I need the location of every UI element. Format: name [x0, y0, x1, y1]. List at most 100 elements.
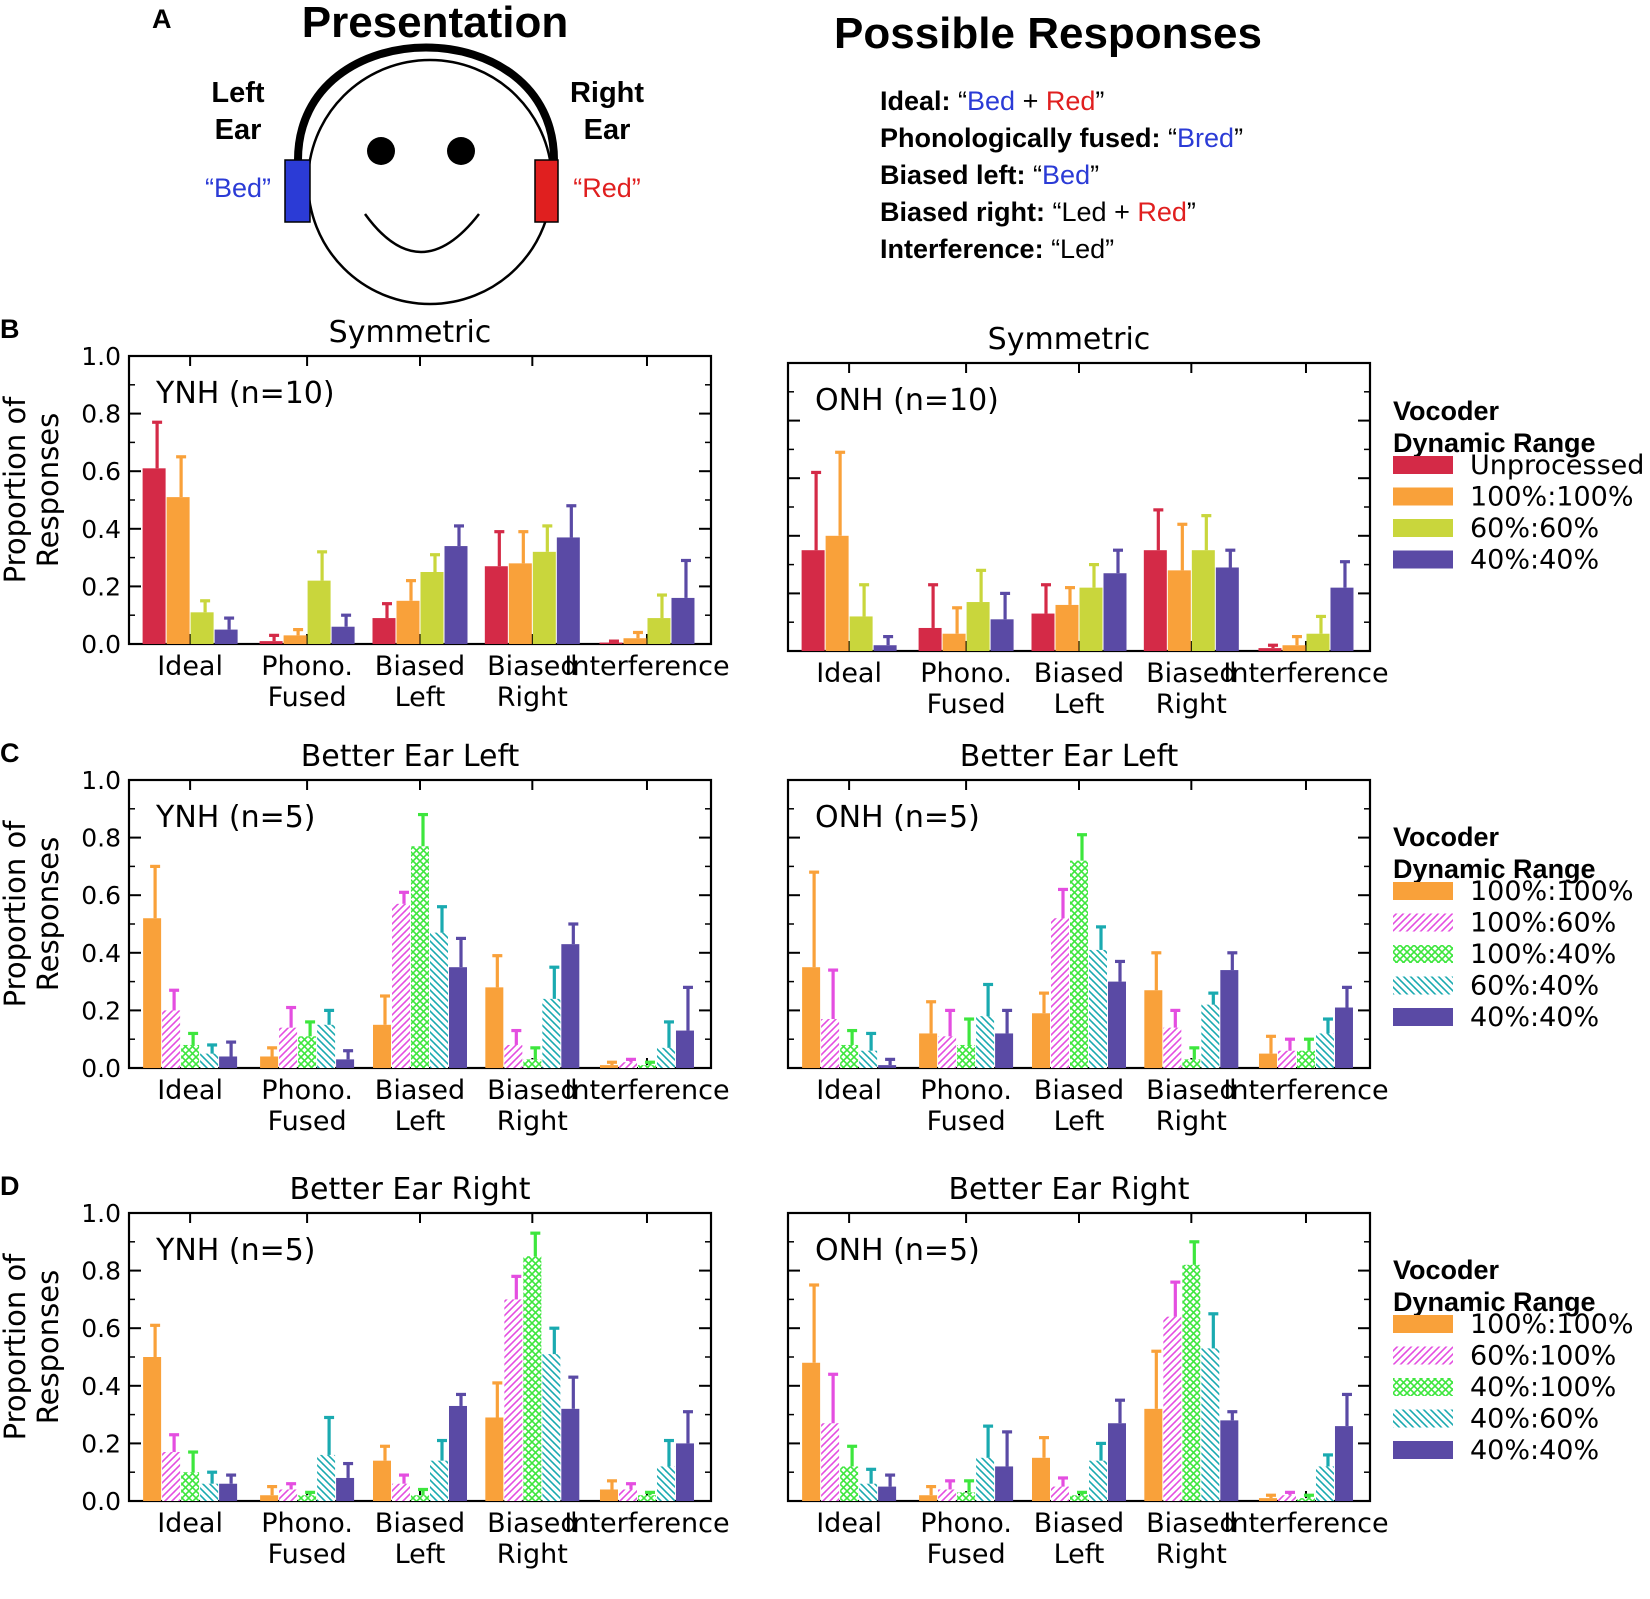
x-category-label: Ideal — [816, 1508, 882, 1539]
response-part: ” — [1234, 123, 1243, 153]
x-category-label: Interference — [1223, 1508, 1388, 1539]
bar-40%:40% — [561, 1408, 580, 1501]
bar-60%:100% — [162, 1452, 181, 1501]
bar-100%:60% — [1163, 1027, 1182, 1068]
bar-60%:100% — [392, 1483, 410, 1501]
bar-40%:40% — [1220, 1420, 1239, 1501]
legend-label: 100%:100% — [1470, 1309, 1633, 1340]
bar-100%:100% — [1144, 990, 1163, 1068]
bar-100%:100% — [623, 638, 647, 644]
bar-100%:100% — [1055, 604, 1079, 651]
bar-Unprocessed — [599, 642, 623, 644]
bar-40%:40% — [1103, 573, 1127, 651]
bar-40%:40% — [331, 626, 355, 644]
bar-40%:40% — [449, 967, 467, 1068]
x-category-label: Interference — [1223, 1075, 1388, 1106]
x-category-label: Fused — [927, 1539, 1006, 1570]
legend-swatch — [1393, 519, 1453, 537]
legend-swatch — [1393, 1315, 1453, 1333]
legend-label: 40%:40% — [1470, 1435, 1599, 1466]
bar-40%:40% — [1215, 567, 1239, 651]
bar-100%:100% — [143, 918, 162, 1068]
x-category-label: Ideal — [816, 1075, 882, 1106]
group-label: ONH (n=5) — [815, 1233, 980, 1268]
y-tick-label: 0.2 — [81, 572, 121, 601]
response-part: ” — [1095, 86, 1104, 116]
y-tick-label: 0.4 — [81, 515, 121, 544]
left-ear-line1: Left — [211, 77, 265, 109]
bar-100%:40% — [1182, 1059, 1201, 1068]
chart-b-onh: Symmetric ONH (n=10) Ideal Phono.Fused Biase… — [786, 322, 1389, 720]
y-axis-label-line: Proportion of — [0, 820, 32, 1008]
bar-60%:40% — [1089, 949, 1107, 1068]
bar-60%:100% — [821, 1423, 840, 1501]
bar-40%:40% — [1330, 587, 1354, 651]
bar-40%:100% — [637, 1495, 656, 1501]
bar-100%:100% — [508, 563, 532, 644]
x-category-label: Fused — [268, 682, 347, 713]
bar-60%:60% — [190, 612, 214, 644]
x-category-label: Right — [1156, 1539, 1227, 1570]
chart-title: Symmetric — [329, 315, 492, 350]
bar-40%:40% — [990, 619, 1014, 651]
bar-60%:40% — [859, 1050, 878, 1068]
bar-40%:40% — [675, 1030, 694, 1068]
x-category-label: Phono. — [261, 651, 353, 682]
bar-40%:100% — [1296, 1498, 1315, 1501]
x-category-label: Ideal — [157, 1075, 223, 1106]
bar-40%:100% — [523, 1256, 542, 1501]
response-part: “Led” — [1044, 234, 1115, 264]
bar-100%:40% — [181, 1044, 200, 1068]
x-category-label: Ideal — [157, 651, 223, 682]
x-category-label: Biased — [487, 1075, 577, 1106]
bar-40%:100% — [840, 1466, 859, 1501]
legend-swatch — [1393, 456, 1453, 474]
chart-d-ynh: Proportion of Responses Better Ear Right 0.… — [0, 1172, 730, 1570]
bar-40%:40% — [873, 645, 897, 651]
response-line: Biased right: “Led + Red” — [880, 197, 1196, 227]
bar-40%:40% — [219, 1483, 238, 1501]
bar-60%:60% — [966, 602, 990, 651]
x-category-label: Left — [395, 1539, 446, 1570]
bar-60%:60% — [420, 572, 444, 644]
y-tick-label: 0.0 — [81, 1487, 121, 1516]
right-earphone-icon — [534, 159, 559, 223]
bar-40%:40% — [336, 1059, 355, 1068]
bar-40%:40% — [1334, 1007, 1353, 1068]
x-category-label: Left — [1054, 1539, 1105, 1570]
bar-100%:40% — [1070, 860, 1088, 1068]
bar-100%:100% — [1167, 570, 1191, 651]
bar-100%:100% — [485, 987, 504, 1068]
bar-40%:60% — [200, 1483, 219, 1501]
bar-100%:100% — [802, 1362, 821, 1501]
legend-label: 100%:40% — [1470, 939, 1616, 970]
bar-60%:60% — [647, 618, 671, 644]
bar-100%:100% — [1032, 1013, 1050, 1068]
response-line: Phonologically fused: “Bred” — [880, 123, 1243, 153]
x-category-label: Right — [1156, 689, 1227, 720]
responses-list: Ideal: “Bed + Red” Phonologically fused: … — [880, 86, 1243, 264]
response-part: Bed — [967, 86, 1015, 116]
bar-60%:40% — [542, 998, 561, 1068]
bar-100%:100% — [373, 1460, 391, 1501]
right-ear-line2: Ear — [584, 114, 631, 146]
bar-100%:100% — [166, 497, 190, 644]
bar-60%:60% — [1079, 587, 1103, 651]
bar-100%:100% — [599, 1065, 618, 1068]
legend-label: 60%:60% — [1470, 513, 1599, 544]
response-line: Ideal: “Bed + Red” — [880, 86, 1104, 116]
legend-label: 40%:100% — [1470, 1372, 1616, 1403]
legend-swatch — [1393, 1441, 1453, 1459]
bar-40%:40% — [1220, 970, 1239, 1068]
bar-100%:100% — [802, 967, 821, 1068]
bar-100%:100% — [1258, 1053, 1277, 1068]
bar-60%:40% — [200, 1053, 219, 1068]
bar-60%:40% — [1201, 1004, 1220, 1068]
response-label: Phonologically fused: — [880, 123, 1161, 153]
bar-100%:60% — [821, 1019, 840, 1068]
response-part: ” — [1187, 197, 1196, 227]
bar-40%:40% — [1108, 981, 1126, 1068]
head-outline — [306, 58, 554, 306]
chart-title: Symmetric — [988, 322, 1151, 357]
